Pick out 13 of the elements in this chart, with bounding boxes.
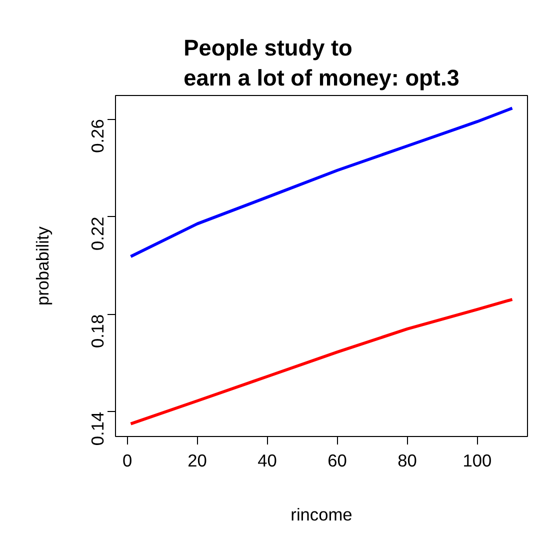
x-tick-label: 60 [328,450,347,470]
x-tick-label: 80 [398,450,417,470]
y-tick-label: 0.18 [88,314,108,348]
x-tick-label: 40 [258,450,277,470]
chart-title: People study to earn a lot of money: opt.3 [184,34,460,90]
y-axis-title: probability [32,226,52,306]
x-axis-title: rincome [290,504,352,524]
x-tick-label: 0 [122,450,132,470]
x-tick-label: 100 [462,450,492,470]
y-tick-label: 0.26 [88,119,108,153]
y-tick-label: 0.14 [88,412,108,446]
x-tick-label: 20 [188,450,207,470]
y-tick-label: 0.22 [88,216,108,250]
